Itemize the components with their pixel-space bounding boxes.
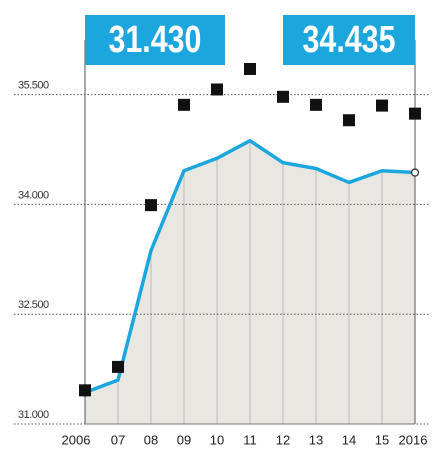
x-tick-label: 08 bbox=[144, 432, 158, 447]
square-marker bbox=[178, 98, 190, 111]
square-marker bbox=[79, 384, 91, 397]
y-tick-label: 31.000 bbox=[18, 409, 49, 421]
square-marker bbox=[112, 360, 124, 373]
square-marker bbox=[310, 98, 322, 111]
x-tick-label: 14 bbox=[342, 432, 356, 447]
callout-box bbox=[283, 15, 415, 65]
y-tick-label: 32.500 bbox=[18, 299, 49, 311]
end-point bbox=[410, 168, 420, 177]
square-marker bbox=[376, 99, 388, 112]
square-marker bbox=[244, 62, 256, 75]
square-marker bbox=[409, 107, 421, 120]
x-tick-label: 07 bbox=[111, 432, 125, 447]
x-tick-label: 2016 bbox=[399, 432, 428, 447]
x-tick-label: 09 bbox=[177, 432, 191, 447]
x-tick-label: 11 bbox=[243, 432, 257, 447]
callout-text: 34.435 bbox=[303, 19, 396, 61]
y-tick-label: 34.000 bbox=[18, 189, 49, 201]
x-tick-label: 12 bbox=[276, 432, 290, 447]
square-marker bbox=[343, 114, 355, 127]
callout-box bbox=[85, 15, 225, 65]
callout-text: 31.430 bbox=[109, 19, 202, 61]
x-tick-label: 13 bbox=[309, 432, 323, 447]
x-tick-label: 2006 bbox=[62, 432, 91, 447]
y-tick-label: 35.500 bbox=[18, 80, 49, 92]
square-marker bbox=[277, 90, 289, 103]
square-marker bbox=[211, 83, 223, 96]
x-tick-label: 10 bbox=[210, 432, 224, 447]
line bbox=[84, 138, 416, 395]
square-marker bbox=[145, 199, 157, 212]
x-tick-label: 15 bbox=[375, 432, 389, 447]
